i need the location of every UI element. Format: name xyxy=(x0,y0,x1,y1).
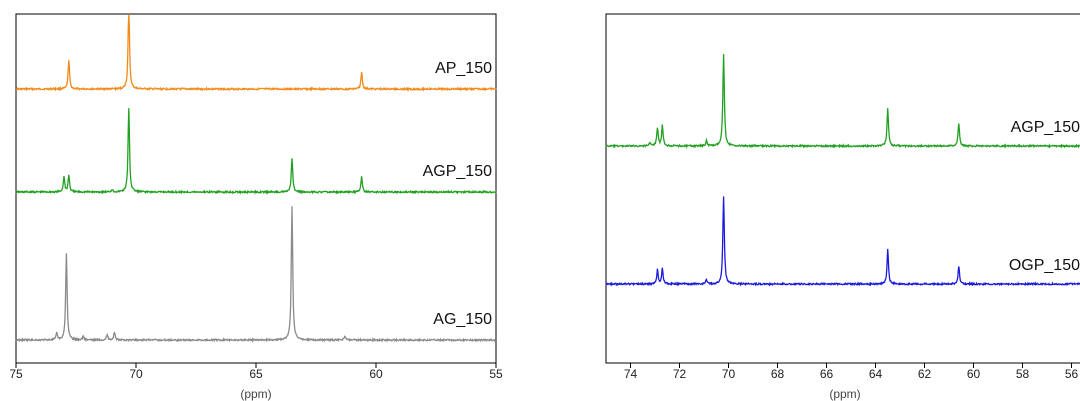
series-trace-ag-150 xyxy=(15,206,497,343)
series-trace-ap-150 xyxy=(15,14,497,92)
x-tick-label: 70 xyxy=(722,367,736,381)
x-tick-label: 68 xyxy=(771,367,785,381)
x-tick-label: 75 xyxy=(9,367,23,381)
x-tick-label: 56 xyxy=(1065,367,1079,381)
left-traces xyxy=(15,14,497,343)
x-tick-label: 74 xyxy=(624,367,638,381)
x-tick-label: 60 xyxy=(967,367,981,381)
series-label-ogp-150: OGP_150 xyxy=(1009,257,1080,274)
x-tick-label: 64 xyxy=(869,367,883,381)
right-series-labels: AGP_150 OGP_150 xyxy=(1009,119,1080,274)
series-trace-agp-150 xyxy=(605,54,1080,149)
series-label-ag-150: AG_150 xyxy=(433,311,492,328)
left-series-labels: AP_150 AGP_150 AG_150 xyxy=(423,60,492,328)
series-label-ap-150: AP_150 xyxy=(435,60,492,77)
x-tick-label: 72 xyxy=(673,367,687,381)
right-traces xyxy=(605,54,1080,287)
left-x-axis-label: (ppm) xyxy=(240,387,271,401)
x-tick-label: 70 xyxy=(129,367,143,381)
x-tick-label: 58 xyxy=(1016,367,1030,381)
right-plot-frame xyxy=(605,13,1080,364)
x-tick-label: 65 xyxy=(249,367,263,381)
x-tick-label: 66 xyxy=(820,367,834,381)
series-trace-ogp-150 xyxy=(605,196,1080,287)
series-label-agp-150: AGP_150 xyxy=(1011,119,1080,136)
right-spectra-panel: AGP_150 OGP_150 74 72 70 68 66 64 62 60 58 56 (ppm… xyxy=(605,13,1080,401)
series-trace-agp-150 xyxy=(15,108,497,195)
x-tick-label: 62 xyxy=(918,367,932,381)
right-x-axis-label: (ppm) xyxy=(829,387,860,401)
left-x-axis-ticks: 75 70 65 60 55 xyxy=(9,363,503,381)
x-tick-label: 55 xyxy=(489,367,503,381)
left-plot-frame xyxy=(15,13,497,364)
series-label-agp-150: AGP_150 xyxy=(423,163,492,180)
left-spectra-panel: AP_150 AGP_150 AG_150 75 70 65 60 55 (ppm) xyxy=(9,13,503,401)
x-tick-label: 60 xyxy=(369,367,383,381)
right-x-axis-ticks: 74 72 70 68 66 64 62 60 58 56 xyxy=(624,363,1079,381)
